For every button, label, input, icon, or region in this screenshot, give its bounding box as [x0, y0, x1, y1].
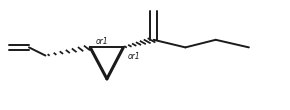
Text: or1: or1 — [128, 52, 140, 61]
Text: or1: or1 — [96, 38, 108, 46]
